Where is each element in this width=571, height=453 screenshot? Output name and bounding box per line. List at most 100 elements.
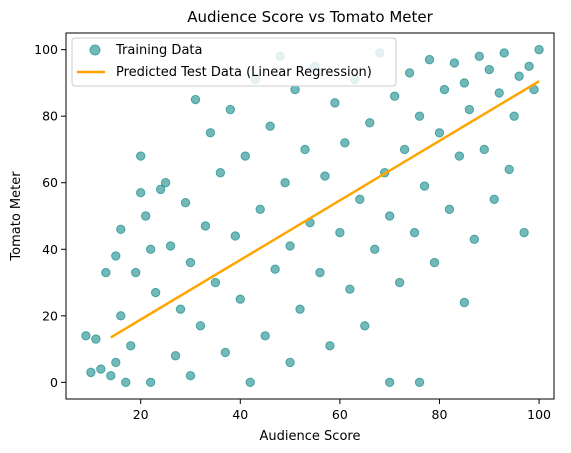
data-point (145, 244, 156, 254)
data-point (265, 121, 275, 131)
data-point (185, 371, 196, 381)
data-point (489, 194, 499, 205)
data-point (225, 104, 236, 115)
data-point (101, 267, 111, 278)
data-point (270, 264, 280, 274)
legend: Training Data Predicted Test Data (Linea… (71, 37, 397, 87)
y-axis-label: Tomato Meter (9, 171, 24, 262)
data-point (325, 341, 335, 351)
data-point (180, 197, 191, 208)
data-point (340, 138, 350, 148)
legend-box (71, 37, 397, 87)
data-point (509, 111, 519, 121)
data-point (195, 321, 206, 331)
data-point (106, 371, 116, 381)
data-point (220, 347, 231, 358)
data-point (439, 84, 450, 95)
data-point (434, 128, 445, 138)
data-point (245, 377, 255, 388)
data-point (424, 54, 435, 65)
data-point (394, 277, 405, 288)
data-point (111, 357, 121, 368)
data-point (91, 334, 101, 344)
data-point (160, 178, 171, 188)
data-point (459, 297, 470, 308)
data-point (235, 294, 245, 304)
data-point (150, 287, 161, 298)
data-point (384, 211, 395, 221)
data-point (165, 241, 176, 251)
data-point (145, 377, 156, 388)
data-point (389, 91, 400, 101)
data-point (504, 164, 514, 175)
data-point (215, 168, 226, 178)
data-point (414, 111, 425, 121)
data-point (121, 377, 131, 388)
legend-label-training: Training Data (115, 43, 202, 58)
x-tick-label: 60 (332, 407, 348, 422)
data-point (230, 231, 241, 241)
data-point (444, 204, 455, 215)
data-point (126, 341, 136, 351)
data-point (534, 44, 544, 55)
data-point (116, 311, 126, 321)
data-point (484, 64, 494, 75)
data-point (255, 204, 265, 215)
x-tick-label: 40 (232, 407, 248, 422)
data-point (320, 171, 330, 181)
data-point (285, 357, 295, 368)
data-point (365, 118, 375, 128)
data-point (200, 221, 211, 231)
x-tick-label: 100 (527, 407, 551, 422)
y-axis-ticks: 0 20 40 60 80 100 (34, 42, 66, 390)
data-point (454, 151, 465, 161)
x-tick-label: 20 (133, 407, 149, 422)
data-point (86, 367, 96, 378)
data-point (449, 58, 460, 68)
data-point (170, 351, 181, 361)
data-point (140, 211, 151, 221)
data-point (205, 128, 216, 138)
data-point (285, 241, 295, 251)
data-point (345, 284, 355, 294)
data-point (469, 234, 480, 244)
data-point (409, 227, 420, 238)
data-point (479, 144, 489, 155)
y-tick-label: 80 (42, 109, 58, 124)
x-axis-label: Audience Score (260, 429, 361, 444)
data-point (111, 251, 121, 261)
data-point (315, 267, 325, 278)
data-point (514, 71, 524, 81)
data-point (360, 321, 370, 331)
data-point (494, 88, 504, 98)
data-point (190, 94, 201, 105)
y-tick-label: 60 (42, 175, 58, 190)
regression-line-layer (110, 80, 540, 339)
legend-marker-training (89, 44, 101, 56)
data-point (499, 48, 509, 58)
data-point (210, 277, 221, 288)
y-tick-label: 20 (42, 308, 58, 323)
y-tick-label: 100 (34, 42, 58, 57)
x-tick-label: 80 (432, 407, 448, 422)
data-point (404, 68, 415, 78)
legend-label-regression: Predicted Test Data (Linear Regression) (116, 65, 372, 80)
data-point (240, 151, 250, 161)
data-point (414, 377, 425, 388)
data-point (116, 224, 126, 235)
data-point (295, 304, 305, 314)
data-point (384, 377, 395, 388)
data-point (81, 331, 91, 341)
data-point (474, 51, 485, 61)
data-point (300, 144, 310, 155)
data-point (185, 257, 196, 268)
data-point (96, 364, 106, 374)
data-point (429, 257, 440, 268)
data-point (280, 178, 290, 188)
data-point (135, 188, 146, 198)
data-point (464, 104, 475, 115)
data-point (175, 304, 186, 314)
data-point (155, 184, 166, 195)
data-point (135, 151, 146, 161)
